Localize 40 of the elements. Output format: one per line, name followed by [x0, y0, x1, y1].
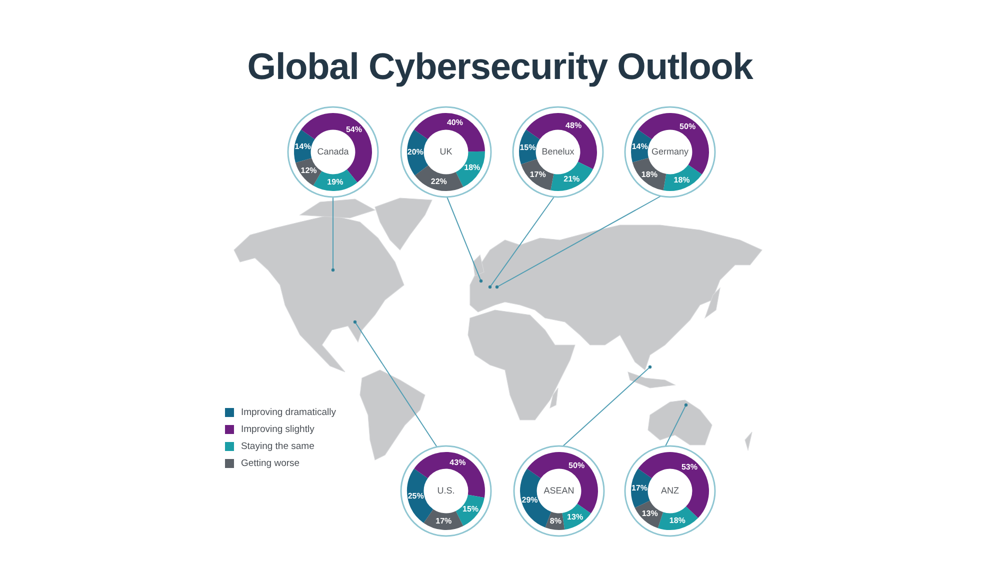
data-label: 54% — [346, 124, 362, 134]
data-label: 21% — [564, 174, 580, 184]
data-label: 18% — [641, 170, 658, 179]
data-label: 15% — [520, 142, 536, 152]
legend-label: Improving dramatically — [240, 407, 336, 418]
data-label: 14% — [632, 142, 648, 151]
data-label: 14% — [294, 142, 311, 152]
legend-label: Improving slightly — [240, 424, 314, 435]
legend-label: Getting worse — [240, 458, 300, 469]
data-label: 13% — [642, 509, 658, 518]
data-label: 22% — [430, 176, 447, 186]
data-label: 50% — [568, 461, 585, 470]
legend-label: Staying the same — [240, 441, 314, 452]
data-label: 19% — [327, 178, 344, 187]
text: Germany — [651, 146, 690, 156]
data-label: 13% — [567, 512, 584, 522]
text: Benelux — [542, 146, 575, 156]
data-label: 20% — [407, 148, 424, 157]
text: U.S. — [437, 485, 455, 496]
data-label: 17% — [436, 516, 452, 526]
data-label: 18% — [674, 175, 690, 184]
text: ASEAN — [544, 485, 574, 496]
data-label: 15% — [462, 504, 479, 514]
data-label: 50% — [680, 122, 696, 132]
data-label: 18% — [464, 163, 480, 172]
data-label: 43% — [450, 458, 466, 467]
text: ANZ — [661, 485, 680, 496]
text: Canada — [317, 146, 349, 156]
data-label: 8% — [550, 516, 562, 526]
data-label: 25% — [408, 492, 424, 501]
text: Global Cybersecurity Outlook — [247, 46, 753, 87]
data-label: 48% — [566, 120, 582, 130]
data-label: 18% — [669, 516, 686, 525]
data-label: 17% — [631, 484, 648, 493]
data-label: 53% — [681, 462, 698, 472]
text: UK — [440, 146, 452, 156]
data-label: 40% — [446, 118, 463, 127]
data-label: 17% — [530, 170, 546, 180]
data-label: 29% — [522, 495, 538, 504]
data-label: 12% — [300, 166, 317, 175]
